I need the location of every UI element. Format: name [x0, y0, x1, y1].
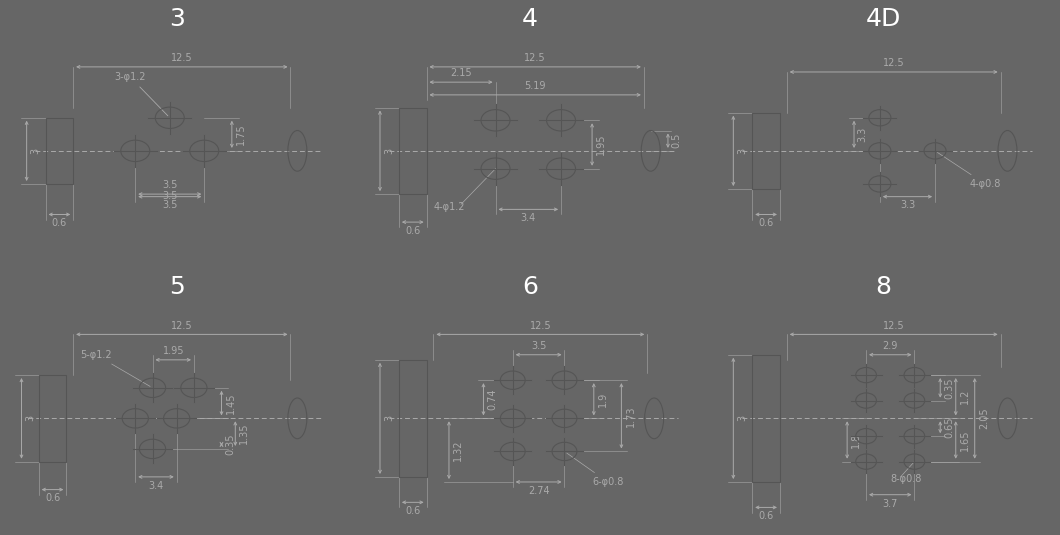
Text: 1.35: 1.35 [240, 423, 249, 445]
Text: 2.05: 2.05 [978, 408, 989, 429]
Bar [753, 355, 780, 482]
Text: 0.65: 0.65 [944, 417, 954, 438]
Bar [753, 113, 780, 189]
Text: 6-φ0.8: 6-φ0.8 [567, 453, 623, 487]
Text: 1.2: 1.2 [960, 389, 970, 404]
Text: 3: 3 [169, 7, 184, 31]
Text: 1.45: 1.45 [226, 392, 235, 414]
Bar [39, 375, 67, 462]
Text: 0.6: 0.6 [45, 493, 60, 503]
Text: 3: 3 [25, 415, 36, 422]
Text: 0.6: 0.6 [405, 506, 421, 516]
Text: 2.74: 2.74 [528, 486, 549, 496]
Text: 1.95: 1.95 [162, 346, 184, 356]
Text: 3: 3 [738, 415, 747, 422]
Text: 3.5: 3.5 [162, 180, 177, 190]
Text: 1.9: 1.9 [598, 392, 608, 407]
Text: 3: 3 [384, 415, 394, 422]
Text: 5.19: 5.19 [525, 81, 546, 91]
Text: 12.5: 12.5 [171, 53, 193, 63]
Text: 0.35: 0.35 [226, 434, 235, 455]
Text: 3.7: 3.7 [883, 499, 898, 508]
Bar [399, 108, 426, 194]
Text: 6: 6 [522, 275, 538, 299]
Text: 5: 5 [169, 275, 184, 299]
Text: 1.73: 1.73 [625, 405, 636, 426]
Text: 12.5: 12.5 [883, 58, 904, 68]
Text: 3-φ1.2: 3-φ1.2 [114, 72, 167, 116]
Text: 8-φ0.8: 8-φ0.8 [890, 475, 921, 484]
Text: 0.5: 0.5 [671, 133, 682, 148]
Text: 8: 8 [876, 275, 891, 299]
Bar [46, 118, 73, 184]
Text: 3: 3 [384, 148, 394, 154]
Text: 0.35: 0.35 [944, 377, 954, 399]
Text: 3.5: 3.5 [162, 201, 177, 210]
Text: 3.5: 3.5 [162, 191, 177, 201]
Text: 3.4: 3.4 [148, 481, 163, 491]
Text: 4: 4 [522, 7, 538, 31]
Text: 3.5: 3.5 [531, 341, 546, 351]
Text: 1.32: 1.32 [453, 439, 463, 461]
Text: 4-φ1.2: 4-φ1.2 [434, 202, 465, 212]
Text: 2.15: 2.15 [450, 68, 472, 78]
Text: 1.8: 1.8 [851, 432, 862, 448]
Text: 1.75: 1.75 [236, 124, 246, 145]
Text: 0.74: 0.74 [488, 388, 497, 410]
Text: 0.6: 0.6 [405, 226, 421, 236]
Text: 12.5: 12.5 [171, 320, 193, 331]
Text: 1.95: 1.95 [596, 134, 606, 155]
Bar [399, 360, 426, 477]
Text: 0.6: 0.6 [759, 218, 774, 228]
Text: 0.6: 0.6 [759, 511, 774, 521]
Text: 3.3: 3.3 [858, 127, 867, 142]
Text: 3.4: 3.4 [520, 213, 536, 223]
Text: 5-φ1.2: 5-φ1.2 [81, 350, 151, 386]
Text: 4-φ0.8: 4-φ0.8 [937, 152, 1001, 189]
Text: 4D: 4D [866, 7, 901, 31]
Text: 3.3: 3.3 [900, 201, 915, 210]
Text: 3: 3 [31, 148, 40, 154]
Text: 1.65: 1.65 [960, 429, 970, 450]
Text: 0.6: 0.6 [52, 218, 67, 228]
Text: 12.5: 12.5 [883, 320, 904, 331]
Text: 3: 3 [738, 148, 747, 154]
Text: 2.9: 2.9 [883, 341, 898, 351]
Text: 12.5: 12.5 [525, 53, 546, 63]
Text: 12.5: 12.5 [530, 320, 551, 331]
